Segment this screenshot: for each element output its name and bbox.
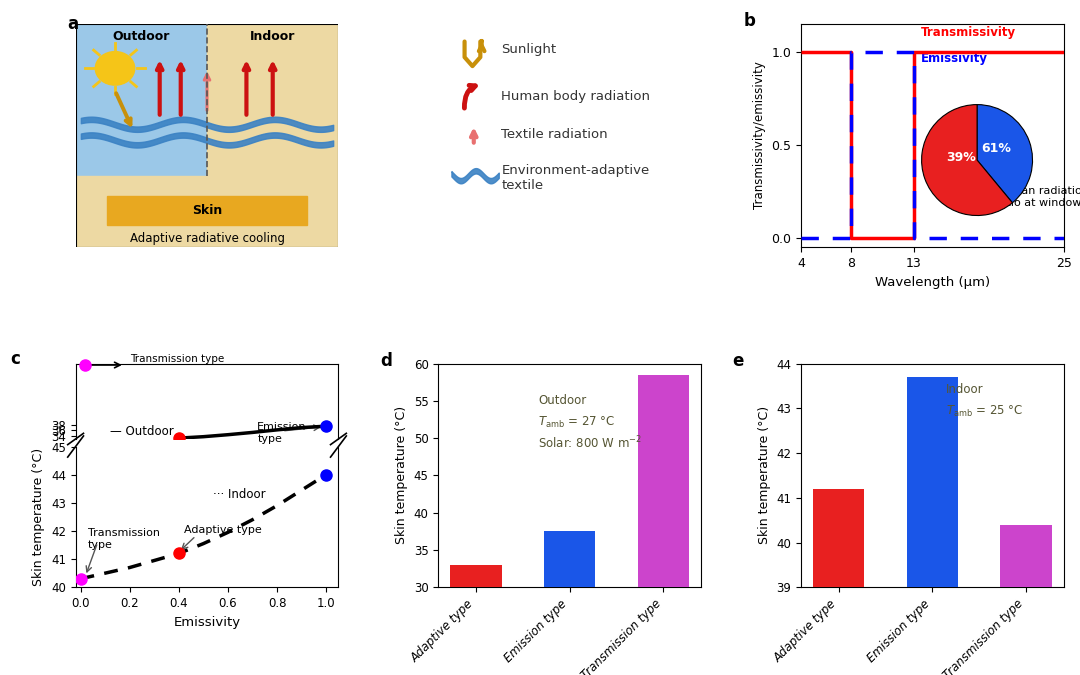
Text: Human body radiation: Human body radiation <box>501 90 650 103</box>
Text: c: c <box>10 350 19 368</box>
Text: Transmission
type: Transmission type <box>87 528 160 549</box>
Text: d: d <box>380 352 392 371</box>
X-axis label: Wavelength (μm): Wavelength (μm) <box>875 275 990 289</box>
Text: Environment-adaptive
textile: Environment-adaptive textile <box>501 164 649 192</box>
Y-axis label: Skin temperature (°C): Skin temperature (°C) <box>758 406 771 545</box>
Text: Outdoor: Outdoor <box>538 394 586 407</box>
Bar <box>450 565 502 587</box>
Bar <box>906 377 958 587</box>
Bar <box>1000 524 1052 587</box>
Text: Outdoor: Outdoor <box>112 30 170 43</box>
Text: Emissivity: Emissivity <box>921 51 988 65</box>
Text: Adaptive type: Adaptive type <box>184 525 261 535</box>
Text: — Outdoor: — Outdoor <box>110 425 174 438</box>
Text: $T_{\mathrm{amb}}$ = 27 °C: $T_{\mathrm{amb}}$ = 27 °C <box>538 415 616 431</box>
Bar <box>544 531 595 587</box>
Text: Sunlight: Sunlight <box>501 43 556 56</box>
Text: Textile radiation: Textile radiation <box>501 128 608 141</box>
Text: b: b <box>743 12 755 30</box>
Text: Indoor: Indoor <box>251 30 296 43</box>
X-axis label: Emissivity: Emissivity <box>174 616 241 628</box>
Bar <box>813 489 864 587</box>
Circle shape <box>95 51 135 85</box>
Text: a: a <box>68 15 79 32</box>
Text: Adaptive radiative cooling: Adaptive radiative cooling <box>130 232 284 245</box>
Bar <box>107 196 307 225</box>
Text: Indoor: Indoor <box>945 383 983 396</box>
Text: Skin: Skin <box>192 204 222 217</box>
Text: Transmissivity: Transmissivity <box>921 26 1016 38</box>
Text: Transmission type: Transmission type <box>130 354 224 364</box>
Y-axis label: Transmissivity/emissivity: Transmissivity/emissivity <box>753 61 766 209</box>
Text: Emission
type: Emission type <box>257 423 307 444</box>
Bar <box>76 176 338 247</box>
Y-axis label: Skin temperature (°C): Skin temperature (°C) <box>32 448 45 586</box>
Bar <box>207 24 338 176</box>
Text: ··· Indoor: ··· Indoor <box>213 488 266 501</box>
Bar <box>76 24 207 176</box>
Text: e: e <box>732 352 744 371</box>
Bar <box>637 375 689 587</box>
Text: Human radiation
ratio at window: Human radiation ratio at window <box>987 186 1080 208</box>
Text: $T_{\mathrm{amb}}$ = 25 °C: $T_{\mathrm{amb}}$ = 25 °C <box>945 404 1023 419</box>
Text: Solar: 800 W m$^{-2}$: Solar: 800 W m$^{-2}$ <box>538 435 643 452</box>
Y-axis label: Skin temperature (°C): Skin temperature (°C) <box>395 406 408 545</box>
